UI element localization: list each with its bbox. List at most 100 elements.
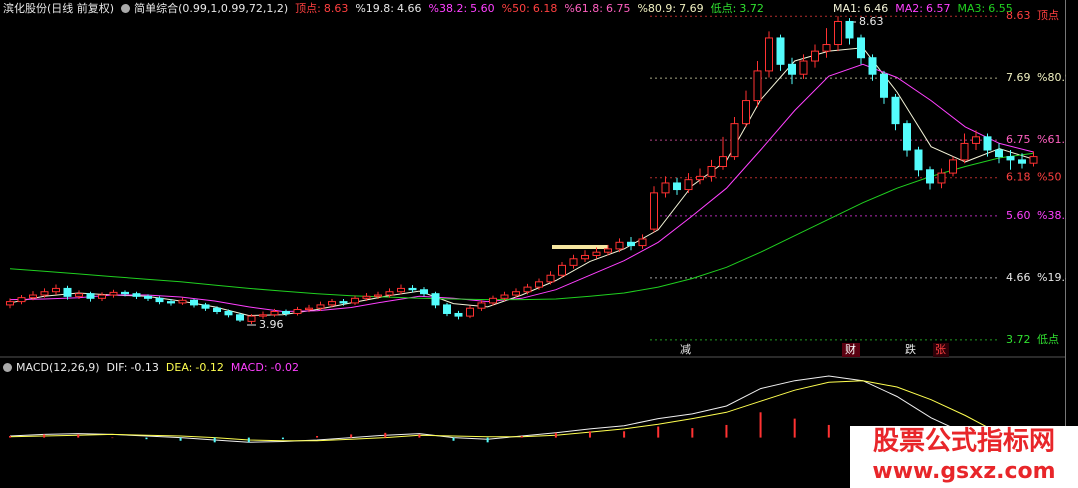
- macd-bar: [588, 431, 591, 438]
- candle-body: [638, 238, 647, 247]
- level-label: %61.8: [1037, 133, 1066, 146]
- level-label: %80.9: [1037, 71, 1066, 84]
- candle-body: [167, 301, 175, 304]
- legend-name: DEA:: [165, 360, 193, 374]
- candle-body: [983, 136, 992, 151]
- candle-body: [822, 44, 831, 52]
- candle-body: [282, 310, 290, 314]
- macd-bar: [896, 437, 899, 457]
- macd-bar: [520, 436, 523, 438]
- macd-bar: [9, 436, 11, 438]
- candle-body: [293, 309, 302, 314]
- candle-body: [857, 37, 865, 59]
- candle-body: [29, 294, 37, 299]
- legend-value: 6.55: [988, 1, 1013, 15]
- ma-header: MA1: 6.46 MA2: 6.57 MA3: 6.55: [833, 1, 1020, 15]
- candle-body: [719, 156, 727, 167]
- macd-bar: [111, 437, 114, 439]
- low-annotation: 3.96: [259, 318, 284, 331]
- candle-body: [914, 149, 923, 171]
- candle-body: [374, 294, 382, 297]
- candle-body: [1018, 159, 1026, 164]
- ma-line: [9, 63, 1034, 313]
- macd-bar: [554, 432, 557, 438]
- macd-bar: [691, 428, 694, 438]
- candle-body: [155, 297, 164, 303]
- candle-body: [408, 287, 417, 291]
- macd-bar: [827, 424, 830, 438]
- level-value: 6.18: [532, 1, 558, 15]
- level-value: 6.75: [605, 1, 631, 15]
- candle-body: [466, 307, 474, 317]
- level-name: %80.9:: [637, 1, 677, 15]
- candle-body: [328, 301, 336, 306]
- candle-body: [604, 248, 612, 253]
- candle-body: [236, 314, 244, 321]
- candle-body: [960, 142, 969, 161]
- candle-body: [224, 310, 233, 316]
- indicator-icon: [3, 362, 12, 372]
- candle-body: [109, 291, 118, 296]
- candle-body: [17, 297, 26, 303]
- macd-bar: [623, 431, 626, 438]
- candle-body: [707, 165, 716, 177]
- macd-bar: [452, 437, 455, 441]
- candle-body: [799, 60, 808, 75]
- legend-name: MA1:: [833, 1, 861, 15]
- candle-body: [443, 304, 451, 314]
- candle-body: [362, 295, 371, 299]
- candle-body: [765, 37, 773, 72]
- candle-body: [753, 70, 762, 102]
- candle-body: [673, 182, 681, 191]
- candle-body: [512, 291, 520, 296]
- candle-body: [454, 312, 463, 317]
- macd-header: MACD(12,26,9) DIF: -0.13 DEA: -0.12 MACD: -0.0…: [3, 360, 306, 374]
- level-label: 顶点: [1037, 9, 1059, 22]
- legend-value: -0.13: [130, 360, 159, 374]
- indicator-name: 简单综合(0.99,1,0.99,72,1,2): [134, 2, 289, 15]
- candle-body: [696, 175, 704, 181]
- candle-body: [75, 293, 83, 297]
- macd-title: MACD(12,26,9): [16, 360, 100, 374]
- candle-body: [903, 123, 911, 151]
- candle-body: [569, 258, 578, 266]
- candle-body: [845, 20, 854, 39]
- candle-body: [305, 307, 313, 311]
- candle-body: [937, 172, 946, 184]
- legend-name: MA3:: [957, 1, 986, 15]
- macd-bar: [281, 437, 284, 440]
- macd-bar: [418, 434, 421, 438]
- macd-bar: [759, 412, 762, 438]
- candle-body: [351, 297, 359, 304]
- level-name: %19.8:: [355, 1, 395, 15]
- candle-body: [98, 294, 106, 299]
- candle-body: [776, 37, 785, 65]
- candle-body: [52, 287, 60, 293]
- candle-body: [684, 179, 693, 191]
- candle-body: [132, 293, 141, 297]
- level-label: 低点: [1037, 333, 1059, 346]
- legend-value: -0.02: [270, 360, 300, 374]
- candle-body: [213, 307, 221, 312]
- macd-bar: [1032, 437, 1035, 440]
- candle-body: [431, 293, 440, 306]
- candle-body: [63, 287, 72, 297]
- macd-bar: [998, 437, 1001, 459]
- level-value: 4.66: [1006, 271, 1031, 284]
- level-name: %61.8:: [564, 1, 603, 15]
- candle-body: [742, 100, 750, 125]
- marker: 张: [935, 343, 946, 356]
- candle-body: [880, 73, 888, 98]
- level-label: %50: [1037, 171, 1061, 184]
- level-name: %50:: [501, 1, 530, 15]
- candle-body: [546, 274, 555, 283]
- level-label: %38.2: [1037, 209, 1066, 222]
- level-value: 3.72: [1006, 333, 1031, 346]
- level-value: 5.60: [1006, 209, 1031, 222]
- level-value: 8.63: [1006, 9, 1031, 22]
- legend-name: MACD:: [230, 360, 268, 374]
- level-value: 7.69: [679, 1, 704, 15]
- candle-body: [868, 57, 877, 75]
- macd-bar: [77, 434, 80, 438]
